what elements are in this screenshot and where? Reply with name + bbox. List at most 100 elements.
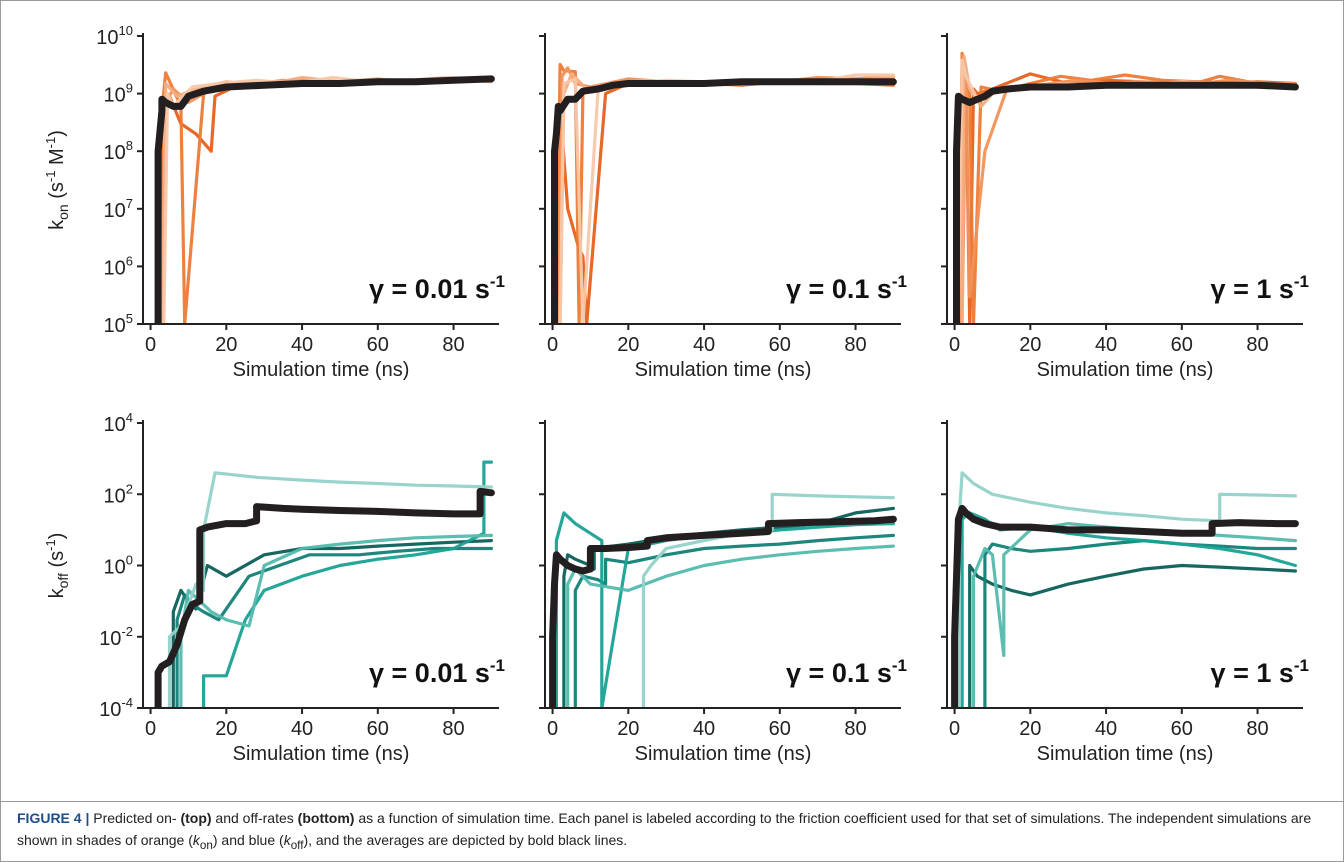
average-line bbox=[154, 75, 495, 324]
x-tick-label: 80 bbox=[1246, 334, 1268, 356]
average-line bbox=[549, 515, 897, 708]
y-tick-label: 108 bbox=[104, 138, 133, 164]
friction-annotation: γ = 0.1 s-1 bbox=[786, 272, 907, 304]
figure-caption: FIGURE 4 | Predicted on- (top) and off-r… bbox=[17, 807, 1335, 857]
x-tick-label: 40 bbox=[291, 718, 313, 740]
series-group bbox=[154, 71, 495, 324]
figure-label: FIGURE 4 | bbox=[17, 810, 90, 826]
friction-annotation-superscript: -1 bbox=[892, 656, 907, 675]
caption-koff-subscript: off bbox=[290, 838, 304, 852]
x-tick-label: 0 bbox=[949, 718, 960, 740]
y-tick-label: 106 bbox=[104, 253, 133, 279]
x-tick-label: 0 bbox=[949, 334, 960, 356]
friction-annotation-text: γ = 0.01 s bbox=[369, 658, 490, 688]
x-tick-label: 20 bbox=[617, 718, 639, 740]
y-tick-exponent: 8 bbox=[126, 138, 133, 153]
y-tick-label: 10-4 bbox=[99, 695, 133, 721]
series-group bbox=[549, 492, 897, 708]
x-tick-label: 20 bbox=[1019, 718, 1041, 740]
x-tick-label: 20 bbox=[215, 334, 237, 356]
simulation-line-1 bbox=[171, 538, 493, 708]
y-tick-base: 10 bbox=[104, 257, 126, 279]
friction-annotation: γ = 1 s-1 bbox=[1211, 656, 1309, 688]
x-tick-label: 80 bbox=[442, 334, 464, 356]
x-tick-label: 40 bbox=[693, 718, 715, 740]
x-tick-label: 20 bbox=[617, 334, 639, 356]
caption-kon-subscript: on bbox=[199, 838, 213, 852]
y-tick-base: 10 bbox=[104, 85, 126, 107]
x-tick-label: 40 bbox=[693, 334, 715, 356]
average-line bbox=[154, 487, 495, 708]
caption-text-4: ) and blue ( bbox=[212, 832, 284, 848]
x-tick-label: 0 bbox=[547, 334, 558, 356]
x-tick-label: 60 bbox=[367, 334, 389, 356]
y-label-close: ) bbox=[46, 130, 68, 137]
x-tick-label: 20 bbox=[1019, 334, 1041, 356]
simulation-line-2 bbox=[958, 51, 1298, 324]
friction-annotation-superscript: -1 bbox=[1294, 272, 1309, 291]
y-tick-exponent: 5 bbox=[126, 311, 133, 326]
y-tick-base: 10 bbox=[104, 557, 126, 579]
y-tick-label: 10-2 bbox=[99, 624, 133, 650]
y-tick-base: 10 bbox=[104, 315, 126, 337]
x-tick-label: 60 bbox=[1171, 718, 1193, 740]
caption-text-1: Predicted on- bbox=[89, 810, 181, 826]
panel-top-middle: 0 20 40 60 80 Simulation time (ns) γ = 0.1 s-1 bbox=[539, 33, 907, 381]
simulation-line-2 bbox=[573, 533, 896, 708]
y-tick-base: 10 bbox=[104, 200, 126, 222]
y-tick-base: 10 bbox=[104, 414, 126, 436]
y-tick-label: 100 bbox=[104, 553, 133, 579]
x-axis-label: Simulation time (ns) bbox=[233, 359, 410, 381]
y-label-unit-molar: M bbox=[46, 148, 68, 170]
y-tick-label: 107 bbox=[104, 196, 133, 222]
friction-annotation-superscript: -1 bbox=[1294, 656, 1309, 675]
y-tick-base: 10 bbox=[104, 142, 126, 164]
friction-annotation-text: γ = 0.1 s bbox=[786, 658, 892, 688]
friction-annotation-superscript: -1 bbox=[490, 272, 505, 291]
friction-annotation-superscript: -1 bbox=[490, 656, 505, 675]
simulation-line-3 bbox=[960, 69, 1298, 324]
panel-bottom-middle: 0 20 40 60 80 Simulation time (ns) γ = 0.1 s-1 bbox=[539, 420, 907, 765]
y-label-symbol: k bbox=[46, 219, 68, 230]
series-group bbox=[551, 62, 897, 324]
x-tick-label: 40 bbox=[1095, 334, 1117, 356]
x-tick-label: 0 bbox=[547, 718, 558, 740]
x-axis-label: Simulation time (ns) bbox=[1037, 359, 1214, 381]
caption-bottom-word: (bottom) bbox=[297, 810, 355, 826]
y-tick-exponent: 2 bbox=[126, 481, 133, 496]
simulation-line-5 bbox=[956, 471, 1298, 708]
caption-koff-symbol: k bbox=[283, 832, 291, 848]
average-line bbox=[951, 504, 1299, 708]
y-label-superscript: -1 bbox=[43, 171, 58, 183]
y-tick-label: 1010 bbox=[96, 23, 133, 49]
average-line bbox=[551, 78, 897, 324]
y-tick-exponent: 4 bbox=[126, 410, 133, 425]
x-tick-label: 80 bbox=[1246, 718, 1268, 740]
x-axis-label: Simulation time (ns) bbox=[233, 743, 410, 765]
caption-divider bbox=[1, 801, 1344, 802]
y-tick-label: 104 bbox=[104, 410, 133, 436]
y-label-unit: (s bbox=[46, 551, 68, 573]
series-group bbox=[154, 460, 495, 708]
friction-annotation-text: γ = 0.01 s bbox=[369, 274, 490, 304]
y-tick-label: 102 bbox=[104, 481, 133, 507]
y-axis-label: koff (s-1) bbox=[43, 533, 71, 599]
y-tick-base: 10 bbox=[96, 27, 118, 49]
y-tick-base: 10 bbox=[99, 628, 121, 650]
x-tick-label: 60 bbox=[769, 718, 791, 740]
simulation-line-2 bbox=[983, 538, 1298, 708]
y-tick-exponent: -2 bbox=[121, 624, 133, 639]
y-tick-base: 10 bbox=[99, 699, 121, 721]
caption-text-2: and off-rates bbox=[211, 810, 298, 826]
y-tick-exponent: 6 bbox=[126, 253, 133, 268]
y-label-subscript: off bbox=[55, 573, 71, 588]
x-tick-label: 80 bbox=[442, 718, 464, 740]
panel-bottom-right: 0 20 40 60 80 Simulation time (ns) γ = 1 s-1 bbox=[941, 420, 1309, 765]
x-tick-label: 60 bbox=[769, 334, 791, 356]
caption-top-word: (top) bbox=[180, 810, 212, 826]
y-tick-exponent: 7 bbox=[126, 196, 133, 211]
y-tick-exponent: -4 bbox=[121, 695, 133, 710]
